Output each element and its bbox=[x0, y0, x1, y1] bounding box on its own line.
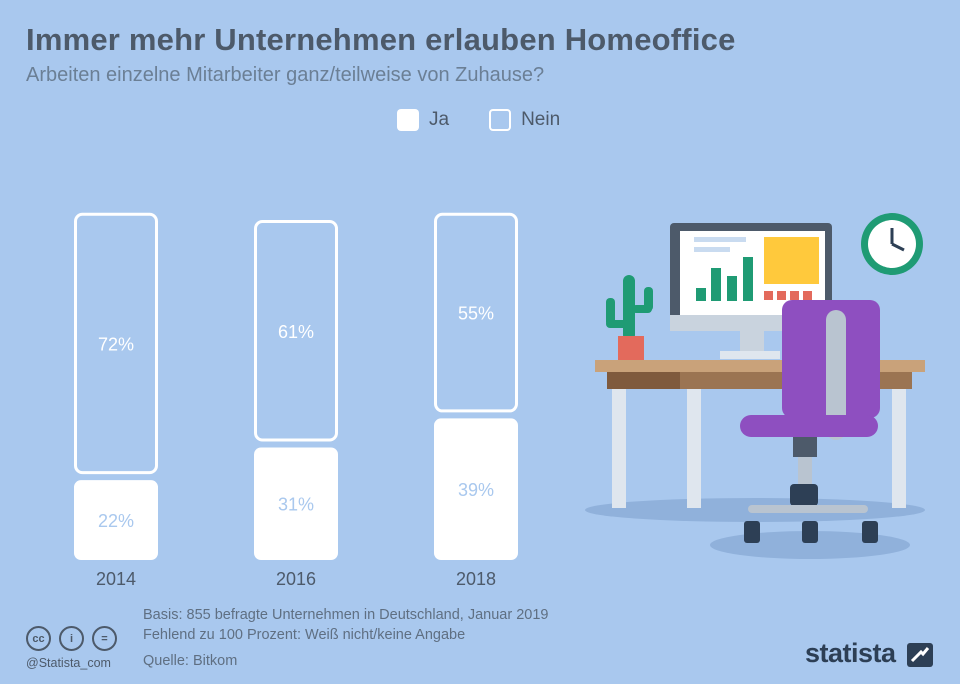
label-nein-2014: 72% bbox=[98, 334, 134, 354]
legend-label-nein: Nein bbox=[521, 109, 561, 130]
chart-title: Immer mehr Unternehmen erlauben Homeoffi… bbox=[26, 22, 736, 57]
legend-label-ja: Ja bbox=[429, 109, 450, 130]
bar-ja-2014 bbox=[74, 480, 158, 560]
bar-nein-2016 bbox=[254, 220, 338, 442]
chart-subtitle: Arbeiten einzelne Mitarbeiter ganz/teilw… bbox=[26, 64, 545, 86]
x-tick-2016: 2016 bbox=[276, 569, 316, 589]
license-icons[interactable]: cc i = bbox=[26, 626, 117, 651]
no-derivatives-icon: = bbox=[92, 626, 117, 651]
label-ja-2016: 31% bbox=[278, 495, 314, 515]
footnote-missing: Fehlend zu 100 Prozent: Weiß nicht/keine… bbox=[143, 627, 466, 643]
label-ja-2018: 39% bbox=[458, 480, 494, 500]
label-ja-2014: 22% bbox=[98, 511, 134, 531]
bar-ja-2016 bbox=[254, 447, 338, 560]
statista-handle[interactable]: @Statista_com bbox=[26, 656, 111, 670]
legend-item-ja: Ja bbox=[397, 109, 449, 131]
bar-nein-2014 bbox=[74, 212, 158, 475]
bar-ja-2018 bbox=[434, 418, 518, 560]
footnote-source: Quelle: Bitkom bbox=[143, 653, 238, 669]
legend: Ja Nein bbox=[397, 109, 590, 131]
statista-logo-icon bbox=[907, 643, 933, 667]
legend-swatch-ja bbox=[397, 109, 419, 131]
cactus-icon bbox=[606, 275, 653, 361]
chair-icon bbox=[740, 300, 880, 543]
bar-nein-2018 bbox=[434, 212, 518, 413]
statista-brand[interactable]: statista bbox=[805, 638, 896, 668]
label-nein-2016: 61% bbox=[278, 322, 314, 342]
attribution-icon: i bbox=[59, 626, 84, 651]
x-tick-2014: 2014 bbox=[96, 569, 136, 589]
footnote-basis: Basis: 855 befragte Unternehmen in Deuts… bbox=[143, 607, 549, 623]
x-tick-2018: 2018 bbox=[456, 569, 496, 589]
clock-icon bbox=[861, 213, 923, 275]
legend-item-nein: Nein bbox=[489, 109, 560, 131]
creative-commons-icon: cc bbox=[26, 626, 51, 651]
label-nein-2018: 55% bbox=[458, 304, 494, 324]
legend-swatch-nein bbox=[489, 109, 512, 131]
